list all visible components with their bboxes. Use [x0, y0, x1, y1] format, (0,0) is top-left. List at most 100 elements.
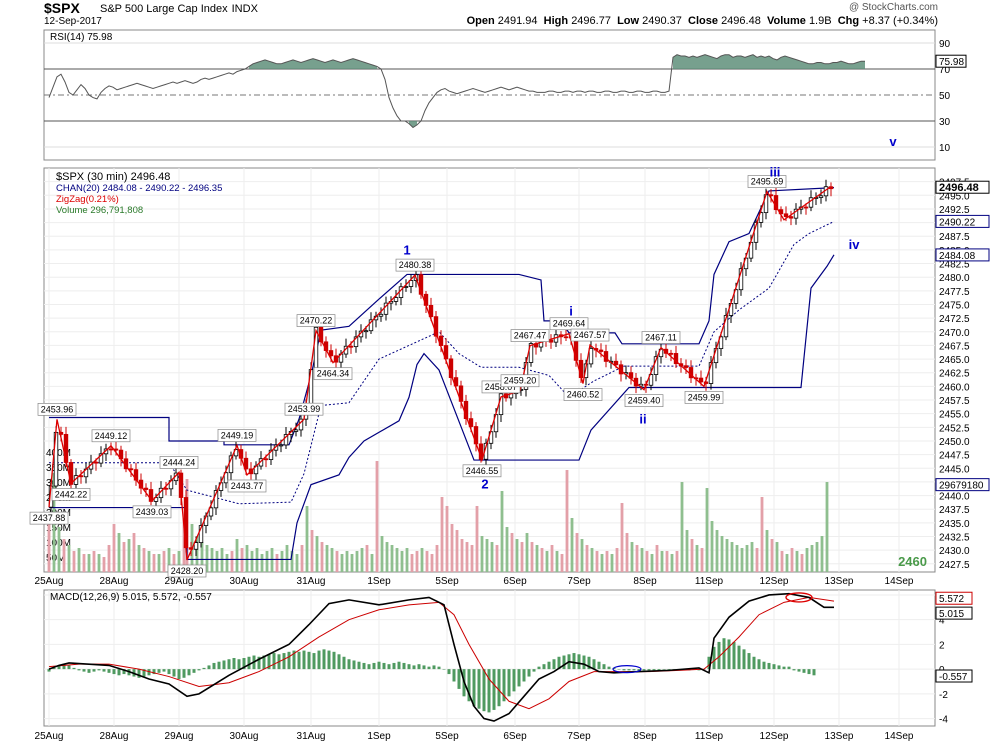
price-tick-label: 2450.0	[939, 437, 970, 448]
macd-last-label-box	[935, 669, 973, 683]
volume-bar	[715, 530, 719, 572]
macd-last-label-box	[935, 591, 973, 605]
volume-bar	[137, 545, 141, 572]
price-last-label-box	[935, 214, 990, 228]
macd-histogram-bar	[172, 669, 176, 677]
rsi-last-value-label: 75.98	[939, 57, 964, 68]
macd-histogram-bar	[372, 662, 376, 670]
candle-body	[408, 280, 414, 287]
macd-histogram-bar	[72, 667, 76, 670]
price-last-label: 29679180	[939, 481, 984, 492]
rsi-overbought-fill	[249, 58, 377, 69]
price-tick-label: 2445.0	[939, 464, 970, 475]
macd-histogram-bar	[142, 669, 146, 677]
volume-bar	[345, 551, 349, 572]
macd-histogram-bar	[282, 653, 286, 670]
macd-histogram-bar	[492, 669, 496, 710]
macd-histogram-bar	[502, 669, 506, 702]
price-x-label: 11Sep	[695, 576, 724, 587]
volume-bar	[47, 518, 51, 572]
price-legend-entry: $SPX (30 min) 2496.48	[56, 171, 170, 183]
macd-histogram-bar	[227, 659, 231, 670]
volume-bar	[440, 497, 444, 572]
macd-histogram-bar	[327, 650, 331, 670]
macd-histogram-bar	[807, 669, 811, 675]
macd-x-label: 14Sep	[885, 731, 914, 742]
zigzag-label: 2453.96	[41, 404, 74, 414]
macd-line	[48, 592, 834, 722]
zigzag-label-box	[563, 388, 603, 401]
candle-body	[648, 374, 654, 386]
volume-bar	[575, 533, 579, 572]
candle-body	[428, 304, 434, 318]
macd-last-label: 5.572	[939, 594, 964, 605]
macd-histogram-bar	[242, 658, 246, 670]
zigzag-label: 2467.47	[514, 331, 547, 341]
price-x-label: 14Sep	[885, 576, 914, 587]
volume-bar	[305, 506, 309, 572]
candle-body	[243, 457, 249, 470]
macd-histogram-bar	[652, 669, 656, 671]
candle-body	[548, 339, 554, 343]
macd-x-label: 7Sep	[567, 731, 591, 742]
price-x-label: 8Sep	[633, 576, 657, 587]
zigzag-label-box	[37, 403, 77, 416]
macd-histogram-bar	[762, 661, 766, 670]
candle-body	[353, 336, 359, 348]
candle-body	[108, 448, 114, 451]
macd-histogram-bar	[122, 669, 126, 675]
macd-histogram-bar	[212, 662, 216, 670]
candle-body	[718, 336, 724, 350]
macd-histogram-bar	[192, 669, 196, 673]
macd-histogram-bar	[732, 641, 736, 670]
price-tick-label: 2492.5	[939, 205, 970, 216]
macd-histogram-bar	[362, 662, 366, 670]
macd-histogram-bar	[632, 669, 636, 671]
zigzag-label: 2442.22	[55, 489, 88, 499]
volume-bar	[450, 524, 454, 572]
volume-bar	[157, 554, 161, 572]
price-tick-label: 2460.0	[939, 382, 970, 393]
macd-histogram-bar	[337, 654, 341, 670]
close-value: 2496.48	[721, 15, 761, 27]
zigzag-label-box	[227, 479, 267, 493]
price-tick-label: 2470.0	[939, 328, 970, 339]
volume-bar	[285, 545, 289, 572]
volume-bar	[62, 539, 66, 572]
macd-histogram-bar	[472, 669, 476, 707]
candle-body	[193, 542, 199, 550]
macd-histogram-bar	[797, 669, 801, 672]
macd-histogram-bar	[532, 669, 536, 672]
candle-body	[263, 458, 269, 461]
macd-histogram-bar	[222, 660, 226, 670]
macd-histogram-bar	[547, 661, 551, 670]
zigzag-label: 2459.40	[628, 396, 661, 406]
zigzag-label: 2467.11	[645, 333, 677, 343]
macd-legend: MACD(12,26,9) 5.015, 5.572, -0.557	[50, 592, 212, 603]
macd-histogram-bar	[522, 669, 526, 682]
macd-histogram-bar	[387, 664, 391, 670]
macd-histogram-bar	[392, 662, 396, 670]
candle-body	[708, 362, 714, 384]
macd-last-label: 5.015	[939, 609, 964, 620]
candle-body	[153, 497, 159, 502]
volume-bar	[370, 554, 374, 572]
volume-bar	[480, 536, 484, 572]
price-tick-label: 2487.5	[939, 232, 970, 243]
candle-body	[818, 195, 824, 198]
macd-histogram-bar	[737, 645, 741, 670]
price-tick-label: 2427.5	[939, 560, 970, 571]
volume-bar	[555, 551, 559, 572]
volume-bar	[102, 557, 106, 572]
volume-bar	[600, 554, 604, 572]
macd-x-label: 1Sep	[367, 731, 391, 742]
volume-bar	[685, 530, 689, 572]
macd-histogram-bar	[787, 666, 791, 670]
price-tick-label: 2437.5	[939, 505, 970, 516]
price-x-label: 29Aug	[165, 576, 194, 587]
macd-histogram-bar	[557, 656, 561, 670]
zigzag-label-box	[296, 314, 336, 327]
zigzag-label: 2459.99	[688, 392, 721, 402]
candle-body	[418, 274, 424, 295]
macd-histogram-bar	[627, 669, 631, 671]
